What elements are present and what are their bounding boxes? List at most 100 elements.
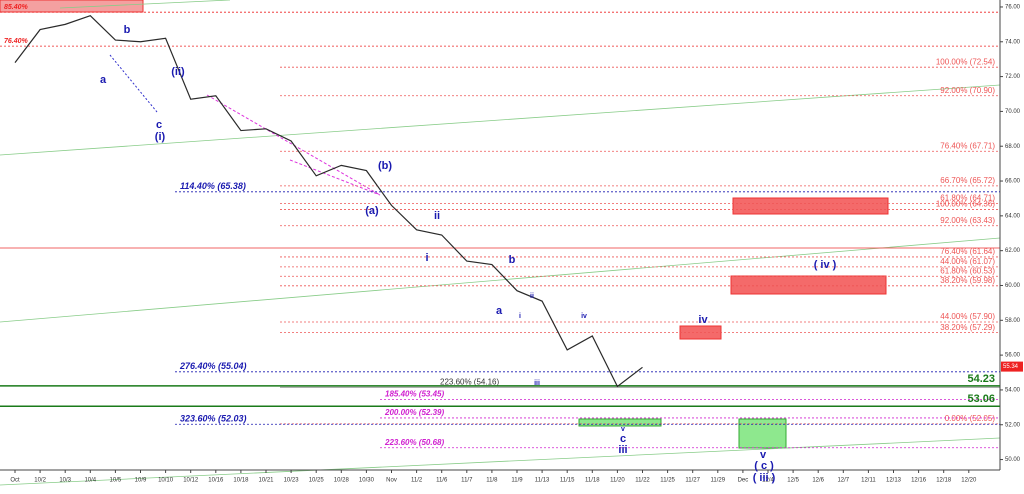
- zone: [730, 275, 887, 295]
- wave-label: iii: [618, 444, 627, 456]
- y-tick-label: 70.00: [1005, 109, 1021, 115]
- y-tick-label: 76.00: [1005, 5, 1021, 11]
- wave-label: ( iv ): [814, 259, 837, 271]
- y-tick-label: 54.00: [1005, 388, 1021, 394]
- x-tick-label: 11/6: [436, 478, 448, 484]
- y-tick-label: 66.00: [1005, 179, 1021, 185]
- wave-label: c: [620, 433, 626, 445]
- x-tick-label: 12/13: [886, 478, 902, 484]
- wave-label: b: [509, 254, 516, 266]
- trendline: [0, 437, 1001, 486]
- x-tick-label: 11/25: [660, 478, 675, 484]
- x-tick-label: 11/22: [635, 478, 650, 484]
- y-tick-label: 58.00: [1005, 318, 1021, 324]
- level-label: 76.40% (67.71): [940, 141, 995, 150]
- trendline: [0, 84, 1001, 156]
- y-tick-label: 60.00: [1005, 283, 1021, 289]
- zone: [732, 197, 889, 215]
- level-label: 223.60% (50.68): [384, 438, 444, 447]
- level-label: 44.00% (57.90): [940, 312, 995, 321]
- level-label: 76.40% (61.64): [940, 247, 995, 256]
- wave-label: i: [425, 252, 428, 264]
- x-tick-label: 12/4: [762, 478, 774, 484]
- wave-label: (i): [155, 131, 166, 143]
- wave-link: [206, 94, 381, 196]
- y-tick-label: 68.00: [1005, 144, 1021, 150]
- x-tick-label: 10/10: [158, 478, 174, 484]
- x-tick-label: 10/30: [359, 478, 375, 484]
- x-tick-label: 12/20: [961, 478, 977, 484]
- y-tick-label: 74.00: [1005, 39, 1021, 45]
- level-label: 92.00% (63.43): [940, 216, 995, 225]
- wave-label: iv: [581, 313, 587, 320]
- trendline: [0, 237, 1001, 323]
- x-tick-label: 10/9: [135, 478, 147, 484]
- level-label: 323.60% (52.03): [180, 414, 247, 424]
- wave-label: (b): [378, 160, 392, 172]
- x-tick-label: 10/5: [110, 478, 122, 484]
- level-label: 44.00% (61.07): [940, 257, 995, 266]
- x-tick-label: 10/16: [208, 478, 224, 484]
- x-tick-label: 12/16: [911, 478, 927, 484]
- wave-label: (ii): [171, 66, 185, 78]
- price-line: [14, 14, 643, 388]
- x-tick-label: 11/29: [711, 478, 726, 484]
- wave-label: c: [156, 119, 162, 131]
- x-tick-label: 10/28: [334, 478, 350, 484]
- x-tick-label: 12/5: [787, 478, 799, 484]
- x-tick-label: 11/20: [610, 478, 625, 484]
- wave-label: ( iii ): [753, 472, 776, 484]
- level-label: 100.00% (72.54): [936, 57, 995, 66]
- wave-label: i: [519, 313, 521, 320]
- x-tick-label: 10/21: [258, 478, 274, 484]
- x-tick-label: Nov: [386, 478, 397, 484]
- wave-label: v: [760, 449, 767, 461]
- x-tick-label: 10/4: [84, 478, 96, 484]
- level-label: 54.23: [967, 373, 995, 385]
- wave-label: a: [496, 305, 503, 317]
- level-label: 61.80% (60.53): [940, 266, 995, 275]
- wave-link: [289, 159, 381, 196]
- x-tick-label: 10/12: [183, 478, 199, 484]
- level-label: 92.00% (70.90): [940, 86, 995, 95]
- x-tick-label: 11/2: [411, 478, 423, 484]
- x-tick-label: 11/13: [535, 478, 550, 484]
- wave-label: a: [100, 74, 107, 86]
- level-label: 276.40% (55.04): [179, 361, 247, 371]
- level-label: 114.40% (65.38): [180, 181, 246, 191]
- level-label: 61.80% (64.71): [940, 194, 995, 203]
- x-tick-label: 10/2: [34, 478, 46, 484]
- level-label: 100.00% (64.36): [936, 200, 995, 209]
- x-tick-label: Oct: [10, 478, 20, 484]
- y-tick-label: 62.00: [1005, 248, 1021, 254]
- zones: [0, 0, 889, 449]
- x-tick-label: 12/7: [837, 478, 849, 484]
- y-tick-label: 50.00: [1005, 457, 1021, 463]
- x-tick-label: 11/18: [585, 478, 600, 484]
- trendlines: [0, 0, 1001, 486]
- wave-label: ( c ): [754, 460, 774, 472]
- x-tick-label: 10/23: [284, 478, 300, 484]
- wave-label: iii: [534, 380, 540, 387]
- level-label: 185.40% (53.45): [385, 390, 444, 399]
- y-tick-label: 52.00: [1005, 422, 1021, 428]
- level-label: 76.40%: [4, 38, 29, 45]
- zone: [578, 418, 662, 427]
- zone: [738, 418, 787, 449]
- x-tick-label: 10/25: [309, 478, 325, 484]
- x-tick-label: 10/18: [233, 478, 249, 484]
- wave-label: b: [124, 24, 131, 36]
- trendline: [59, 0, 231, 9]
- zone: [0, 0, 144, 13]
- level-label: 53.06: [967, 393, 995, 405]
- x-tick-label: 11/15: [560, 478, 575, 484]
- x-tick-label: 12/18: [936, 478, 952, 484]
- last-price-box: [1001, 361, 1023, 372]
- level-label: 0.00% (52.05): [945, 414, 996, 423]
- x-tick-label: Dec: [738, 478, 749, 484]
- x-tick-label: 12/11: [861, 478, 876, 484]
- y-tick-label: 64.00: [1005, 213, 1021, 219]
- x-tick-label: 12/6: [812, 478, 824, 484]
- wave-link: [109, 54, 158, 113]
